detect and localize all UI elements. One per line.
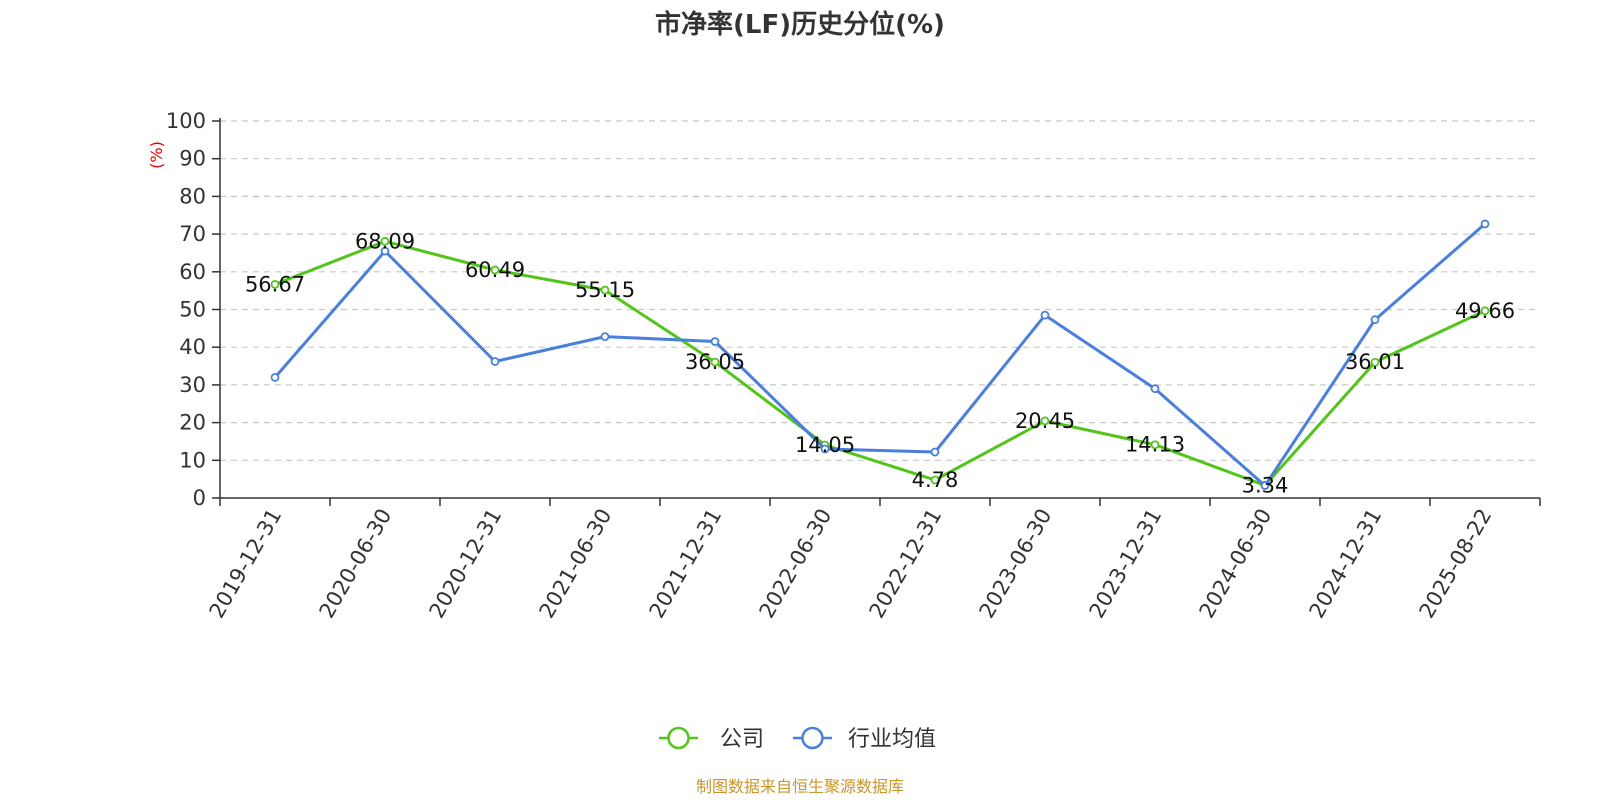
- y-tick-label: 0: [193, 486, 206, 510]
- data-point: [380, 246, 390, 256]
- data-point: [710, 337, 720, 346]
- data-label: 36.01: [1345, 350, 1405, 374]
- data-label: 20.45: [1015, 409, 1075, 433]
- data-point: [270, 279, 280, 289]
- data-point: [1370, 357, 1380, 367]
- data-labels: 56.67 68.09 60.49 55.15 36.05 14.05 4.78 20.45 1…: [245, 229, 1515, 497]
- data-point: [930, 475, 940, 485]
- data-point: [1150, 384, 1160, 394]
- data-point: [930, 447, 940, 457]
- data-label: 4.78: [912, 468, 959, 492]
- data-label: 56.67: [245, 272, 305, 296]
- data-label: 3.34: [1242, 473, 1289, 497]
- x-tick-label: 2020-12-31: [425, 505, 507, 623]
- data-point: [1480, 306, 1490, 316]
- data-point: [1370, 315, 1380, 325]
- data-label: 55.15: [575, 278, 635, 302]
- legend-marker-industry-average: [801, 726, 824, 750]
- y-axis-label: (%): [147, 141, 166, 169]
- grid-lines: [220, 120, 1540, 461]
- data-point: [710, 357, 720, 367]
- data-point: [1150, 440, 1160, 450]
- y-tick-label: 70: [179, 222, 206, 246]
- y-tick-label: 10: [179, 448, 206, 472]
- y-tick-label: 20: [179, 411, 206, 435]
- data-point: [490, 357, 500, 366]
- data-label: 60.49: [465, 258, 525, 282]
- x-tick-label: 2023-06-30: [975, 505, 1057, 623]
- data-label: 36.05: [685, 350, 745, 374]
- x-tick-label: 2021-06-30: [535, 505, 617, 623]
- y-tick-label: 60: [179, 260, 206, 284]
- series-line-1: [273, 222, 1486, 488]
- x-tick-label: 2020-06-30: [315, 505, 397, 623]
- data-point: [490, 265, 500, 275]
- legend-item-industry-average[interactable]: 行业均值: [793, 726, 936, 752]
- series-line-0: [274, 239, 1486, 487]
- data-point: [1040, 416, 1050, 426]
- source-note: 制图数据来自恒生聚源数据库: [696, 777, 904, 796]
- data-point: [1480, 219, 1490, 229]
- legend-item-company[interactable]: 公司: [659, 726, 764, 752]
- data-point: [380, 236, 390, 246]
- y-tick-label: 100: [166, 109, 206, 133]
- y-tick-label: 40: [179, 335, 206, 359]
- x-tick-label: 2022-12-31: [865, 505, 947, 623]
- y-tick-label: 90: [179, 147, 206, 171]
- data-label: 49.66: [1455, 299, 1515, 323]
- y-tick-label: 50: [179, 298, 206, 322]
- axes: 0 10 20 30 40 50 60 70 80 90 100 2019-12-31 2020-06-…: [166, 109, 1541, 623]
- x-tick-label: 2023-12-31: [1085, 505, 1167, 623]
- data-point: [820, 444, 830, 454]
- legend-marker-company: [667, 726, 690, 750]
- data-point: [600, 332, 610, 342]
- x-tick-label: 2019-12-31: [205, 505, 287, 623]
- x-tick-label: 2025-08-22: [1415, 505, 1497, 623]
- legend-label-company: 公司: [720, 727, 764, 752]
- data-point: [270, 372, 280, 382]
- data-point: [600, 285, 610, 295]
- data-point: [1040, 310, 1050, 320]
- y-tick-label: 30: [179, 373, 206, 397]
- legend: 公司 行业均值: [659, 726, 936, 752]
- series-layer: [270, 219, 1490, 490]
- chart-title: 市净率(LF)历史分位(%): [655, 9, 945, 40]
- data-label: 14.05: [795, 433, 855, 457]
- x-tick-label: 2021-12-31: [645, 505, 727, 623]
- data-label: 68.09: [355, 229, 415, 253]
- x-tick-label: 2022-06-30: [755, 505, 837, 623]
- data-label: 14.13: [1125, 433, 1185, 457]
- x-tick-label: 2024-06-30: [1195, 505, 1277, 623]
- data-point: [1260, 481, 1270, 490]
- legend-label-industry-average: 行业均值: [848, 727, 936, 752]
- y-tick-label: 80: [179, 184, 206, 208]
- x-tick-label: 2024-12-31: [1305, 505, 1387, 623]
